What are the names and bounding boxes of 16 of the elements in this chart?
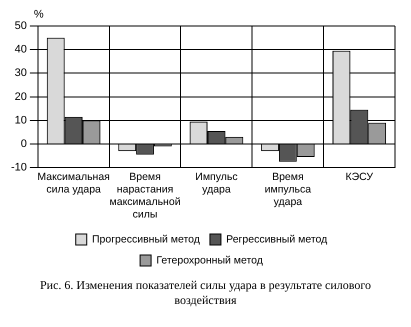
x-tick-label: Время импульса удара [264, 170, 312, 208]
y-axis-title: % [34, 8, 44, 21]
y-tick-label: 30 [14, 67, 27, 80]
x-tick-label: КЭСУ [346, 170, 374, 183]
y-tick-label: 40 [14, 44, 27, 56]
x-tick-label: Время нарастания максимальной силы [110, 170, 181, 221]
legend-label: Гетерохронный метод [156, 254, 263, 266]
y-tick-label: 0 [20, 138, 27, 150]
y-tick-label: 10 [14, 114, 27, 126]
legend-label: Прогрессивный метод [92, 233, 200, 246]
y-tick-label: -10 [10, 162, 27, 174]
y-tick-label: 20 [14, 90, 27, 103]
y-tick-label: 50 [14, 20, 27, 32]
text: Рис. 6. Изменения показателей силы удара в результате силового воздействия [39, 278, 372, 308]
legend-label: Регрессивный метод [226, 233, 328, 246]
x-tick-label: Импульс удара [195, 170, 238, 196]
